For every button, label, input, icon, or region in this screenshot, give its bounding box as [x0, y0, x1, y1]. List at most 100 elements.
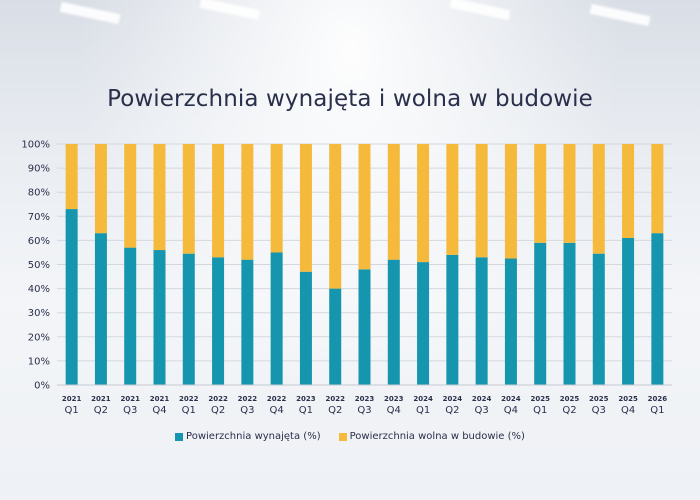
- x-tick-quarter: Q1: [650, 405, 664, 416]
- x-tick-year: 2022: [238, 395, 258, 403]
- bar-rented: [446, 254, 459, 385]
- bar-rented: [534, 242, 547, 385]
- x-tick-quarter: Q4: [504, 405, 518, 416]
- x-tick-year: 2025: [530, 395, 550, 403]
- bar-vacant: [182, 144, 195, 254]
- bar-rented: [153, 250, 166, 385]
- x-tick-quarter: Q2: [328, 405, 342, 416]
- bar-vacant: [358, 144, 371, 270]
- bar-vacant: [153, 144, 166, 251]
- x-tick-year: 2024: [443, 395, 463, 403]
- x-tick-quarter: Q2: [445, 405, 459, 416]
- y-tick-label: 90%: [28, 164, 50, 175]
- bar-vacant: [504, 144, 517, 259]
- bar-vacant: [299, 144, 312, 272]
- x-tick-year: 2021: [120, 395, 140, 403]
- legend-label-vacant: Powierzchnia wolna w budowie (%): [349, 431, 525, 442]
- x-tick-quarter: Q1: [299, 405, 313, 416]
- x-tick-year: 2023: [384, 395, 404, 403]
- chart-title: Powierzchnia wynajęta i wolna w budowie: [107, 86, 593, 112]
- x-tick-quarter: Q4: [270, 405, 284, 416]
- bar-vacant: [270, 144, 283, 253]
- bar-rented: [329, 288, 342, 385]
- bar-vacant: [124, 144, 137, 248]
- bar-vacant: [622, 144, 635, 238]
- bar-vacant: [94, 144, 107, 234]
- bar-vacant: [329, 144, 342, 289]
- x-tick-quarter: Q1: [416, 405, 430, 416]
- bar-vacant: [592, 144, 605, 254]
- bar-rented: [182, 253, 195, 385]
- x-tick-quarter: Q2: [94, 405, 108, 416]
- x-tick-year: 2021: [150, 395, 170, 403]
- legend-item-rented: Powierzchnia wynajęta (%): [175, 431, 321, 442]
- bar-rented: [475, 257, 488, 385]
- x-tick-year: 2025: [618, 395, 638, 403]
- y-tick-label: 70%: [28, 212, 50, 223]
- x-tick-quarter: Q2: [562, 405, 576, 416]
- bar-vacant: [241, 144, 254, 260]
- legend-label-rented: Powierzchnia wynajęta (%): [186, 431, 321, 442]
- y-tick-label: 80%: [28, 188, 50, 199]
- y-tick-label: 0%: [34, 381, 50, 392]
- bar-vacant: [563, 144, 576, 243]
- x-tick-year: 2021: [91, 395, 111, 403]
- bar-rented: [124, 247, 137, 385]
- x-tick-year: 2022: [325, 395, 345, 403]
- bar-rented: [622, 237, 635, 385]
- x-tick-year: 2024: [472, 395, 492, 403]
- bar-rented: [65, 209, 78, 385]
- x-tick-quarter: Q4: [621, 405, 635, 416]
- x-tick-year: 2022: [208, 395, 228, 403]
- x-tick-year: 2022: [267, 395, 287, 403]
- chart-legend: Powierzchnia wynajęta (%) Powierzchnia w…: [0, 431, 700, 442]
- x-tick-year: 2022: [179, 395, 199, 403]
- bar-vacant: [475, 144, 488, 258]
- bar-vacant: [387, 144, 400, 260]
- bar-rented: [417, 262, 430, 385]
- bar-rented: [504, 258, 517, 385]
- legend-swatch-vacant: [338, 432, 347, 441]
- bar-rented: [241, 259, 254, 385]
- x-tick-year: 2025: [589, 395, 609, 403]
- y-tick-label: 50%: [28, 260, 50, 271]
- x-tick-year: 2026: [648, 395, 668, 403]
- x-tick-quarter: Q4: [152, 405, 166, 416]
- legend-swatch-rented: [175, 432, 184, 441]
- y-tick-label: 40%: [28, 284, 50, 295]
- y-tick-label: 60%: [28, 236, 50, 247]
- x-tick-year: 2024: [413, 395, 433, 403]
- bar-vacant: [446, 144, 459, 255]
- x-tick-quarter: Q3: [475, 405, 489, 416]
- x-tick-quarter: Q2: [211, 405, 225, 416]
- bar-vacant: [651, 144, 664, 234]
- x-tick-quarter: Q1: [533, 405, 547, 416]
- x-tick-year: 2023: [355, 395, 375, 403]
- x-tick-quarter: Q3: [357, 405, 371, 416]
- x-tick-quarter: Q3: [592, 405, 606, 416]
- bar-vacant: [212, 144, 225, 258]
- x-tick-quarter: Q4: [387, 405, 401, 416]
- y-tick-label: 20%: [28, 332, 50, 343]
- bar-rented: [299, 271, 312, 385]
- x-tick-quarter: Q3: [240, 405, 254, 416]
- bar-rented: [94, 233, 107, 385]
- x-tick-year: 2021: [62, 395, 82, 403]
- bar-vacant: [417, 144, 430, 263]
- bar-rented: [387, 259, 400, 385]
- y-tick-label: 100%: [21, 140, 50, 151]
- bar-rented: [270, 252, 283, 385]
- bar-rented: [592, 253, 605, 385]
- x-tick-quarter: Q1: [182, 405, 196, 416]
- x-tick-quarter: Q3: [123, 405, 137, 416]
- x-tick-year: 2025: [560, 395, 580, 403]
- bar-rented: [651, 233, 664, 385]
- y-tick-label: 30%: [28, 308, 50, 319]
- bar-rented: [358, 269, 371, 385]
- x-tick-year: 2023: [296, 395, 316, 403]
- bar-vacant: [65, 144, 78, 210]
- legend-item-vacant: Powierzchnia wolna w budowie (%): [338, 431, 525, 442]
- bar-vacant: [534, 144, 547, 243]
